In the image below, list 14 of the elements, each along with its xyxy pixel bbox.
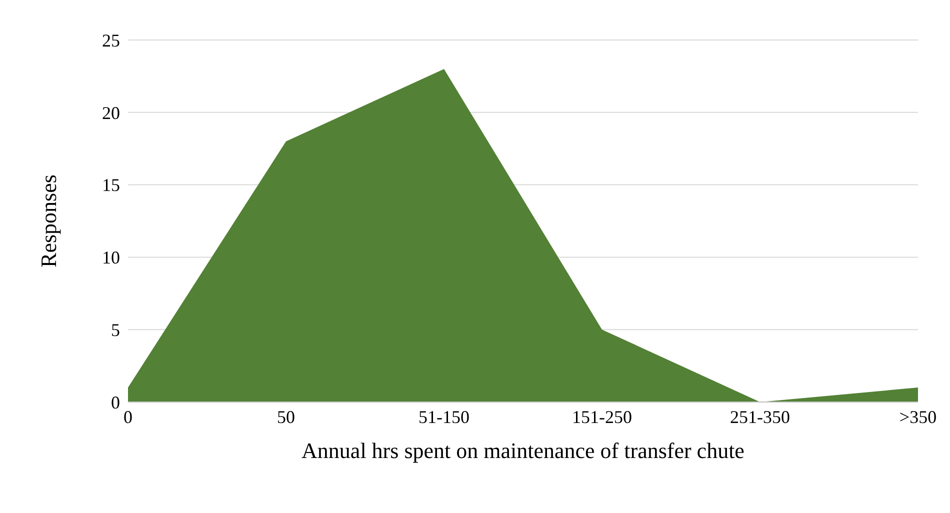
y-tick-label: 10	[102, 248, 120, 268]
x-tick-label: 151-250	[572, 406, 632, 427]
y-tick-label: 20	[102, 102, 120, 123]
x-tick-label: 51-150	[418, 406, 470, 427]
x-tick-label: >350	[899, 406, 937, 427]
y-tick-label: 25	[102, 30, 120, 50]
x-axis-title: Annual hrs spent on maintenance of transfer chute	[302, 438, 744, 463]
x-tick-label: 0	[124, 406, 132, 427]
y-tick-label: 5	[111, 320, 120, 340]
x-tick-label: 50	[277, 406, 295, 427]
y-tick-label: 15	[102, 175, 120, 196]
y-axis-title: Responses	[36, 174, 61, 268]
x-tick-label: 251-350	[730, 406, 790, 427]
y-tick-label: 0	[111, 392, 120, 412]
